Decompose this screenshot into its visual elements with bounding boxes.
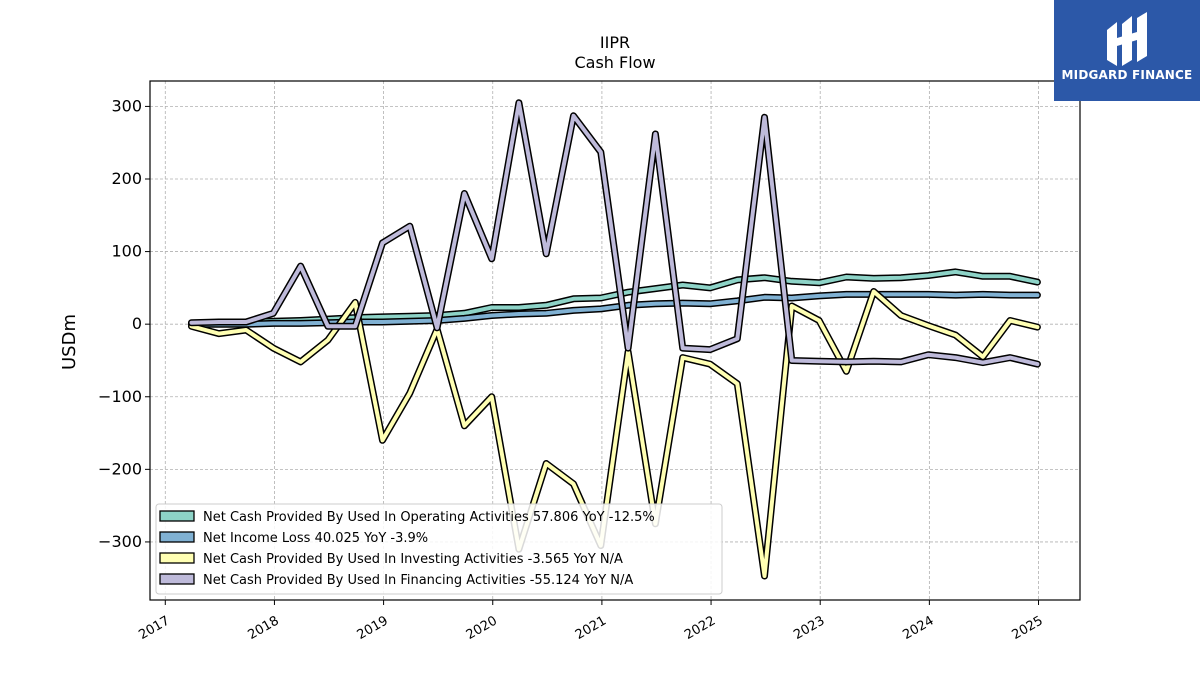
y-tick-label: −300 — [98, 532, 142, 551]
x-tick-label: 2018 — [245, 613, 281, 643]
legend-label: Net Cash Provided By Used In Financing A… — [203, 573, 633, 588]
series-line — [189, 292, 1040, 327]
series-line — [189, 269, 1040, 326]
brand-name: MIDGARD FINANCE — [1061, 68, 1193, 82]
chart-subtitle: Cash Flow — [574, 53, 655, 72]
x-tick-label: 2025 — [1010, 613, 1046, 643]
y-axis-ticks: 300 200 100 0 −100 −200 −300 — [98, 96, 150, 551]
legend-box — [155, 503, 723, 595]
x-tick-label: 2017 — [136, 613, 172, 643]
midgard-finance-logo: MIDGARD FINANCE — [1054, 0, 1200, 101]
legend: Net Cash Provided By Used In Operating A… — [155, 503, 723, 595]
legend-swatch — [159, 552, 195, 564]
legend-item: Net Cash Provided By Used In Investing A… — [159, 552, 623, 567]
series-net-cash-provided-by-used-in-operating-activities — [188, 268, 1041, 327]
legend-label: Net Income Loss 40.025 YoY -3.9% — [203, 531, 428, 546]
x-tick-label: 2021 — [573, 613, 609, 643]
y-axis-label: USDm — [59, 314, 80, 370]
plot-frame — [149, 80, 1081, 601]
series-net-cash-provided-by-used-in-financing-activities — [188, 99, 1041, 368]
midgard-logo-icon — [1107, 12, 1147, 66]
x-tick-label: 2019 — [355, 613, 391, 643]
legend-swatch — [159, 510, 195, 522]
series-line — [189, 100, 1040, 367]
legend-swatch — [159, 531, 195, 543]
y-tick-label: −200 — [98, 459, 142, 478]
y-tick-label: 200 — [111, 169, 142, 188]
legend-item: Net Income Loss 40.025 YoY -3.9% — [159, 531, 428, 546]
series-net-income-loss — [188, 290, 1041, 328]
x-tick-label: 2022 — [682, 613, 718, 643]
x-tick-label: 2023 — [791, 613, 827, 643]
series-line — [189, 289, 1040, 578]
legend-item: Net Cash Provided By Used In Operating A… — [159, 510, 655, 525]
legend-label: Net Cash Provided By Used In Operating A… — [203, 510, 655, 525]
series-net-cash-provided-by-used-in-investing-activities — [188, 288, 1041, 580]
x-axis-ticks: 2017 2018 2019 2020 2021 2022 2023 2024 2025 — [136, 600, 1046, 643]
legend-item: Net Cash Provided By Used In Financing A… — [159, 573, 633, 588]
series-lines — [188, 99, 1041, 580]
y-tick-label: 300 — [111, 96, 142, 115]
legend-label: Net Cash Provided By Used In Investing A… — [203, 552, 623, 567]
chart-title: IIPR — [600, 33, 630, 52]
legend-swatch — [159, 573, 195, 585]
x-tick-label: 2020 — [464, 613, 500, 643]
y-tick-label: −100 — [98, 387, 142, 406]
x-tick-label: 2024 — [900, 613, 936, 643]
y-tick-label: 100 — [111, 242, 142, 261]
y-tick-label: 0 — [132, 314, 142, 333]
